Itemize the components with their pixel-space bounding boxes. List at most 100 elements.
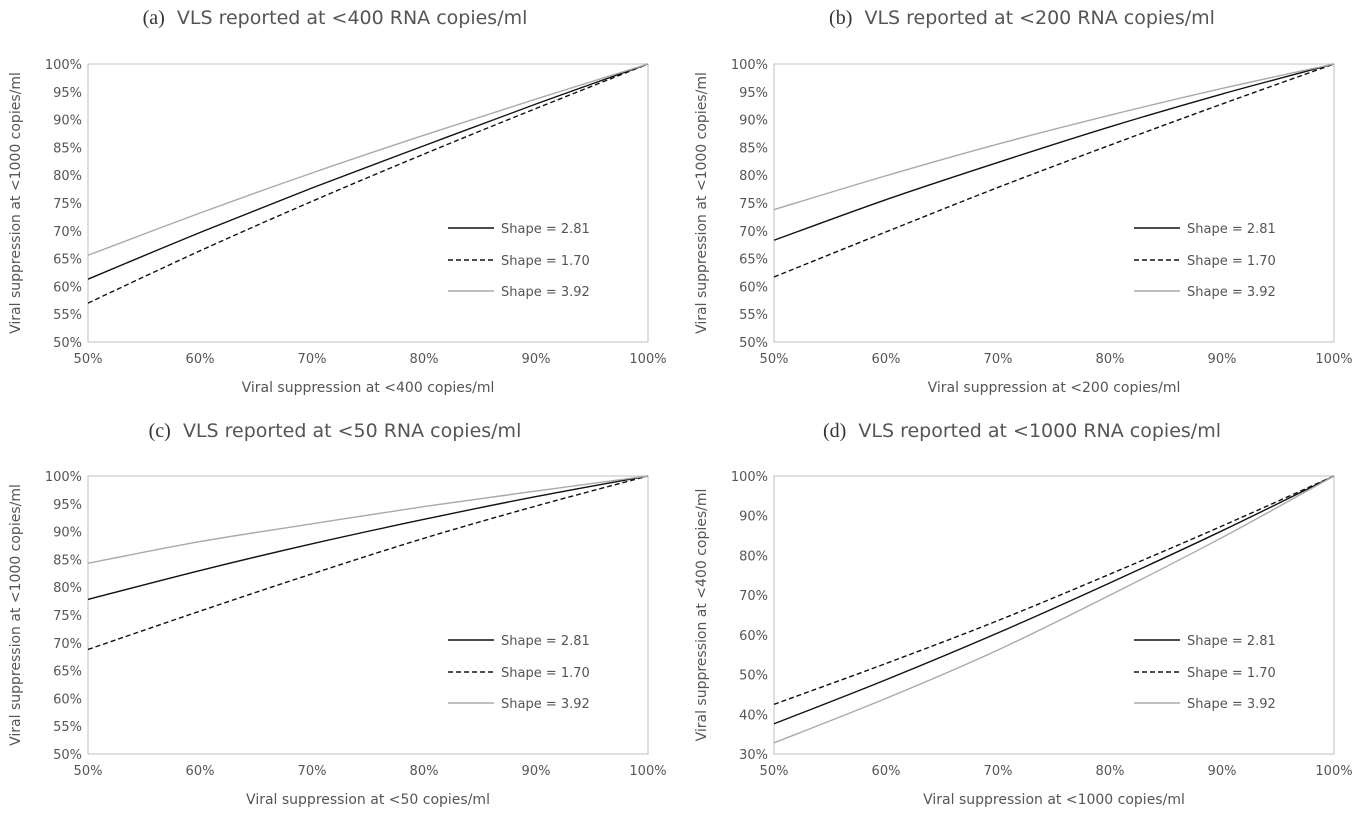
series-line-shape-2.81 xyxy=(773,475,1335,725)
panel-title-text: VLS reported at <1000 RNA copies/ml xyxy=(858,420,1221,442)
y-tick-label: 55% xyxy=(53,720,82,735)
y-tick-label: 100% xyxy=(731,58,768,73)
y-tick-label: 95% xyxy=(53,498,82,513)
y-tick-label: 85% xyxy=(53,141,82,156)
y-tick-label: 70% xyxy=(739,225,768,240)
series-line-shape-3.92 xyxy=(773,63,1335,211)
panel-d: (d) VLS reported at <1000 RNA copies/ml 3… xyxy=(694,420,1353,808)
panel-title-gap xyxy=(171,420,183,442)
legend-label: Shape = 1.70 xyxy=(1187,666,1276,681)
y-tick-label: 60% xyxy=(739,280,768,295)
x-tick-label: 60% xyxy=(186,764,215,779)
x-tick-label: 80% xyxy=(1096,764,1125,779)
y-tick-label: 70% xyxy=(739,589,768,604)
x-tick-label: 100% xyxy=(1315,352,1352,367)
series-line-shape-2.81 xyxy=(87,63,649,280)
x-tick-label: 90% xyxy=(1208,764,1237,779)
legend-label: Shape = 3.92 xyxy=(501,697,590,712)
y-tick-label: 65% xyxy=(53,665,82,680)
y-tick-label: 90% xyxy=(53,114,82,129)
series-line-shape-2.81 xyxy=(773,63,1335,241)
y-tick-label: 70% xyxy=(53,225,82,240)
x-tick-label: 70% xyxy=(298,352,327,367)
series-line-shape-3.92 xyxy=(87,475,649,564)
panel-label: (c) xyxy=(149,420,171,442)
series-line-shape-1.70 xyxy=(87,63,649,304)
y-tick-label: 50% xyxy=(53,748,82,763)
series-line-shape-2.81 xyxy=(87,475,649,601)
panel-title-text: VLS reported at <200 RNA copies/ml xyxy=(864,7,1215,29)
panel-title: (a) VLS reported at <400 RNA copies/ml xyxy=(143,7,528,29)
legend-label: Shape = 3.92 xyxy=(501,285,590,300)
x-axis-label: Viral suppression at <1000 copies/ml xyxy=(923,792,1185,808)
legend-label: Shape = 3.92 xyxy=(1187,285,1276,300)
plot-area xyxy=(773,475,1335,755)
y-tick-label: 90% xyxy=(53,526,82,541)
y-axis-label: Viral suppression at <1000 copies/ml xyxy=(694,72,710,334)
y-tick-label: 85% xyxy=(739,141,768,156)
y-tick-label: 80% xyxy=(53,581,82,596)
x-tick-label: 100% xyxy=(629,352,666,367)
legend-label: Shape = 1.70 xyxy=(501,666,590,681)
y-tick-label: 75% xyxy=(739,197,768,212)
panel-b: (b) VLS reported at <200 RNA copies/ml 50… xyxy=(694,7,1353,396)
x-tick-label: 60% xyxy=(186,352,215,367)
x-axis-label: Viral suppression at <50 copies/ml xyxy=(246,792,490,808)
y-tick-label: 60% xyxy=(739,629,768,644)
legend-label: Shape = 2.81 xyxy=(501,222,590,237)
panel-title: (c) VLS reported at <50 RNA copies/ml xyxy=(149,420,522,442)
y-tick-label: 95% xyxy=(53,86,82,101)
series-line-shape-1.70 xyxy=(87,475,649,651)
y-tick-label: 55% xyxy=(739,308,768,323)
panel-title: (d) VLS reported at <1000 RNA copies/ml xyxy=(823,420,1221,442)
x-tick-label: 60% xyxy=(872,352,901,367)
x-tick-label: 70% xyxy=(984,764,1013,779)
y-axis-label: Viral suppression at <1000 copies/ml xyxy=(8,484,24,746)
series-line-shape-1.70 xyxy=(773,63,1335,278)
x-axis-label: Viral suppression at <400 copies/ml xyxy=(242,380,495,396)
panel-title: (b) VLS reported at <200 RNA copies/ml xyxy=(829,7,1215,29)
panel-title-gap xyxy=(165,7,177,29)
y-tick-label: 75% xyxy=(53,609,82,624)
y-tick-label: 50% xyxy=(739,669,768,684)
y-tick-label: 40% xyxy=(739,708,768,723)
series-line-shape-3.92 xyxy=(773,475,1335,744)
y-axis-label: Viral suppression at <400 copies/ml xyxy=(694,489,710,742)
y-tick-label: 100% xyxy=(45,470,82,485)
plot-area xyxy=(773,63,1335,343)
y-tick-label: 95% xyxy=(739,86,768,101)
series-line-shape-3.92 xyxy=(87,63,649,256)
x-tick-label: 80% xyxy=(1096,352,1125,367)
x-tick-label: 70% xyxy=(984,352,1013,367)
panel-title-text: VLS reported at <400 RNA copies/ml xyxy=(177,7,528,29)
panel-title-gap xyxy=(846,420,858,442)
panel-label: (d) xyxy=(823,420,846,442)
x-tick-label: 90% xyxy=(1208,352,1237,367)
y-tick-label: 60% xyxy=(53,692,82,707)
panel-title-gap xyxy=(852,7,864,29)
legend-label: Shape = 2.81 xyxy=(1187,634,1276,649)
legend-label: Shape = 3.92 xyxy=(1187,697,1276,712)
y-tick-label: 75% xyxy=(53,197,82,212)
y-tick-label: 65% xyxy=(53,253,82,268)
panel-a: (a) VLS reported at <400 RNA copies/ml 50… xyxy=(8,7,667,396)
plot-area xyxy=(87,475,649,755)
y-tick-label: 100% xyxy=(45,58,82,73)
y-tick-label: 80% xyxy=(739,549,768,564)
plot-area xyxy=(87,63,649,343)
panel-label: (a) xyxy=(143,7,165,29)
x-tick-label: 100% xyxy=(1315,764,1352,779)
y-tick-label: 85% xyxy=(53,553,82,568)
y-tick-label: 100% xyxy=(731,470,768,485)
x-tick-label: 60% xyxy=(872,764,901,779)
panel-c: (c) VLS reported at <50 RNA copies/ml 50%… xyxy=(8,420,667,808)
x-tick-label: 50% xyxy=(74,764,103,779)
x-tick-label: 100% xyxy=(629,764,666,779)
legend-label: Shape = 2.81 xyxy=(501,634,590,649)
y-axis-label: Viral suppression at <1000 copies/ml xyxy=(8,72,24,334)
panel-title-text: VLS reported at <50 RNA copies/ml xyxy=(183,420,521,442)
legend-label: Shape = 1.70 xyxy=(1187,254,1276,269)
y-tick-label: 30% xyxy=(739,748,768,763)
panel-label: (b) xyxy=(829,7,852,29)
